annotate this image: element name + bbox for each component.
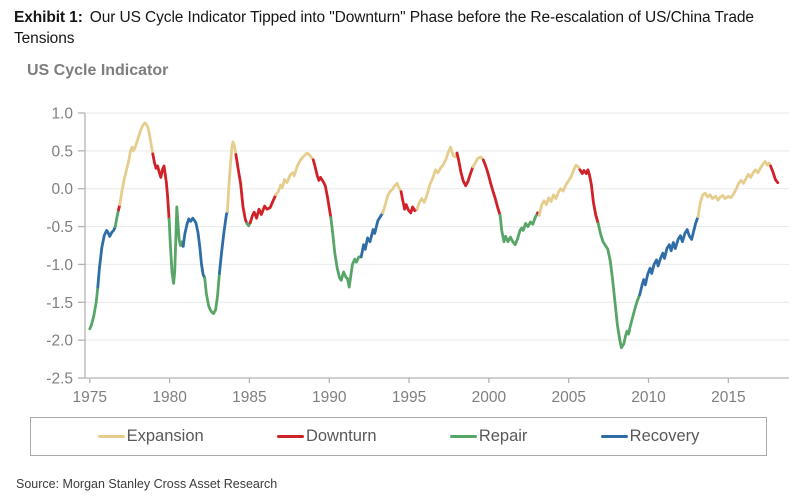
series-segment-recovery (181, 216, 207, 280)
series-segment-recovery (359, 211, 385, 259)
series-segment-downturn (578, 168, 600, 225)
series-segment-downturn (151, 152, 171, 221)
exhibit-label: Exhibit 1: (14, 9, 83, 26)
x-tick-label: 1980 (152, 389, 187, 406)
series-segment-expansion (471, 155, 485, 169)
series-segment-expansion (415, 145, 459, 211)
y-tick-label: -1.5 (46, 295, 73, 312)
series-segment-downturn (481, 158, 502, 217)
y-tick-label: 0.0 (51, 181, 73, 198)
chart-title: US Cycle Indicator (27, 62, 169, 79)
x-tick-label: 2015 (711, 389, 745, 406)
series-segment-repair (596, 222, 642, 350)
series-segment-repair (498, 211, 539, 247)
exhibit-title-text: Our US Cycle Indicator Tipped into "Down… (14, 9, 754, 47)
series-segment-expansion (225, 140, 238, 213)
series-segment-expansion (274, 151, 315, 197)
y-tick-label: 1.0 (51, 106, 73, 123)
series-segment-downturn (234, 153, 249, 225)
x-tick-label: 2000 (472, 389, 507, 406)
legend-label-downturn: Downturn (305, 427, 377, 445)
series-segment-recovery (217, 209, 229, 275)
legend-item-downturn: Downturn (276, 427, 377, 446)
x-tick-label: 2005 (551, 389, 585, 406)
y-tick-label: -2.5 (46, 371, 73, 388)
series-segment-downturn (311, 158, 333, 219)
series-segment-recovery (96, 225, 117, 289)
chart-legend: Expansion Downturn Repair Recovery (30, 417, 767, 456)
legend-swatch-recovery (600, 434, 628, 439)
y-tick-label: -2.0 (46, 333, 73, 350)
legend-label-repair: Repair (478, 427, 528, 445)
series-segment-repair (329, 216, 363, 289)
series-segment-downturn (248, 193, 278, 225)
series-segment-repair (203, 272, 221, 316)
y-tick-label: -1.0 (46, 257, 73, 274)
legend-label-expansion: Expansion (126, 427, 204, 445)
legend-swatch-downturn (276, 434, 304, 439)
y-tick-label: 0.5 (51, 143, 73, 160)
y-tick-label: -0.5 (46, 219, 73, 236)
series-segment-downturn (455, 151, 475, 188)
x-tick-label: 1995 (392, 389, 426, 406)
legend-swatch-expansion (97, 434, 125, 439)
series-segment-repair (88, 285, 100, 331)
series-segment-repair (113, 208, 120, 229)
series-segment-expansion (118, 121, 155, 207)
exhibit-title: Exhibit 1: Our US Cycle Indicator Tipped … (14, 7, 789, 49)
legend-swatch-repair (449, 434, 477, 439)
series-segment-repair (167, 205, 185, 285)
x-tick-label: 2010 (631, 389, 666, 406)
source-note: Source: Morgan Stanley Cross Asset Resea… (16, 477, 278, 491)
legend-item-expansion: Expansion (97, 427, 204, 446)
series-segment-expansion (381, 181, 403, 215)
series-segment-recovery (638, 215, 700, 297)
legend-item-recovery: Recovery (600, 427, 700, 446)
x-tick-label: 1990 (312, 389, 347, 406)
x-tick-label: 1975 (73, 389, 107, 406)
legend-label-recovery: Recovery (629, 427, 700, 445)
series-segment-expansion (537, 163, 582, 217)
series-segment-downturn (399, 190, 419, 215)
series-segment-expansion (696, 160, 772, 219)
x-tick-label: 1985 (232, 389, 266, 406)
series-segment-downturn (769, 164, 780, 185)
legend-item-repair: Repair (449, 427, 528, 446)
